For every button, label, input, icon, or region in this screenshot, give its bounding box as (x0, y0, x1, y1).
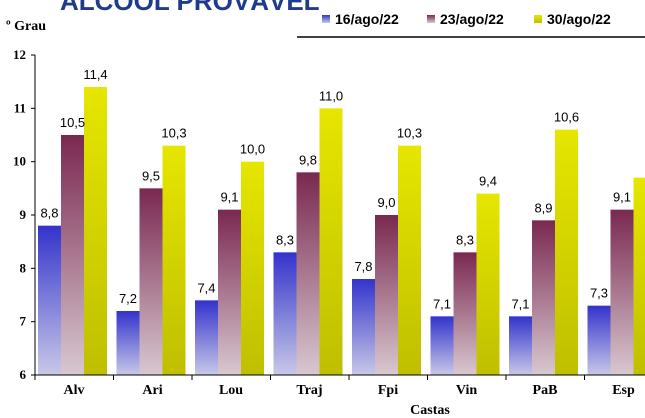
bar (195, 300, 218, 375)
data-label: 11,4 (83, 67, 107, 82)
data-label: 9,0 (377, 195, 395, 210)
y-tick-label: 6 (20, 367, 27, 382)
bar (476, 193, 500, 375)
data-label: 9,5 (142, 168, 160, 183)
bar (38, 225, 61, 375)
bar (319, 108, 343, 375)
bar (116, 311, 140, 375)
legend-swatch (427, 15, 435, 23)
y-tick-label: 7 (20, 314, 27, 329)
bar (587, 305, 611, 375)
data-label: 7,8 (354, 259, 372, 274)
data-label: 10,3 (397, 126, 422, 141)
data-label: 8,9 (534, 200, 552, 215)
bar (610, 209, 634, 375)
data-label: 11,0 (319, 88, 343, 103)
x-tick-label: Alv (64, 383, 85, 398)
data-label: 7,4 (197, 280, 215, 295)
x-tick-label: Esp (612, 383, 635, 398)
data-label: 7,3 (590, 286, 608, 301)
bar (162, 145, 186, 375)
bar (61, 135, 84, 375)
bar (509, 316, 532, 375)
bar (453, 252, 477, 375)
data-label: 9,1 (613, 190, 631, 205)
data-label: 10,5 (60, 115, 85, 130)
bar (218, 209, 241, 375)
data-label: 9,8 (299, 152, 317, 167)
data-label: 10,3 (161, 126, 186, 141)
data-label: 10,0 (240, 142, 265, 157)
bar (398, 145, 421, 375)
data-label: 8,3 (276, 232, 294, 247)
y-tick-label: 12 (13, 47, 26, 62)
bar (430, 316, 454, 375)
legend-entry: 23/ago/22 (440, 11, 504, 27)
y-tick-label: 10 (13, 154, 26, 169)
bar (532, 220, 555, 375)
data-label: 7,1 (433, 296, 451, 311)
bar (273, 252, 297, 375)
bar (633, 177, 645, 375)
data-labels: 8,8 7,2 7,4 8,3 7,8 7,1 7,1 7,3 10,5 9,5 9,1 9,8 9,0… (40, 67, 631, 311)
data-label: 8,3 (456, 232, 474, 247)
x-tick-label: Vin (456, 383, 477, 398)
bars (38, 87, 645, 375)
legend: 16/ago/22 23/ago/22 30/ago/22 (297, 11, 645, 38)
y-axis-label: º Grau (6, 19, 46, 34)
x-axis-label: Castas (410, 403, 450, 418)
bar (296, 172, 320, 375)
legend-entry: 30/ago/22 (547, 11, 611, 27)
bar (84, 87, 107, 375)
axes: 6 7 8 9 10 11 12 Alv Ari Lou Traj Fpi Vin PaB Esp (13, 47, 645, 398)
legend-entry: 16/ago/22 (335, 11, 399, 27)
bar (375, 215, 398, 375)
data-label: 7,1 (511, 296, 529, 311)
chart-title: ÁLCOOL PROVÁVEL (60, 0, 320, 16)
y-tick-label: 11 (14, 100, 26, 115)
x-tick-label: Fpi (378, 383, 398, 398)
y-tick-label: 8 (20, 260, 27, 275)
bar (139, 188, 163, 375)
legend-swatch (322, 15, 330, 23)
legend-swatch (534, 15, 542, 23)
bar (352, 279, 375, 375)
bar (555, 129, 578, 375)
x-tick-label: Lou (219, 383, 243, 398)
data-label: 8,8 (40, 206, 58, 221)
y-tick-label: 9 (20, 207, 27, 222)
x-tick-label: Traj (296, 383, 322, 398)
data-label: 7,2 (119, 291, 137, 306)
data-label: 10,6 (554, 110, 579, 125)
x-tick-label: PaB (533, 383, 558, 398)
data-label: 9,1 (220, 190, 238, 205)
x-tick-label: Ari (142, 383, 162, 398)
data-label: 9,4 (479, 174, 497, 189)
bar (241, 161, 264, 375)
